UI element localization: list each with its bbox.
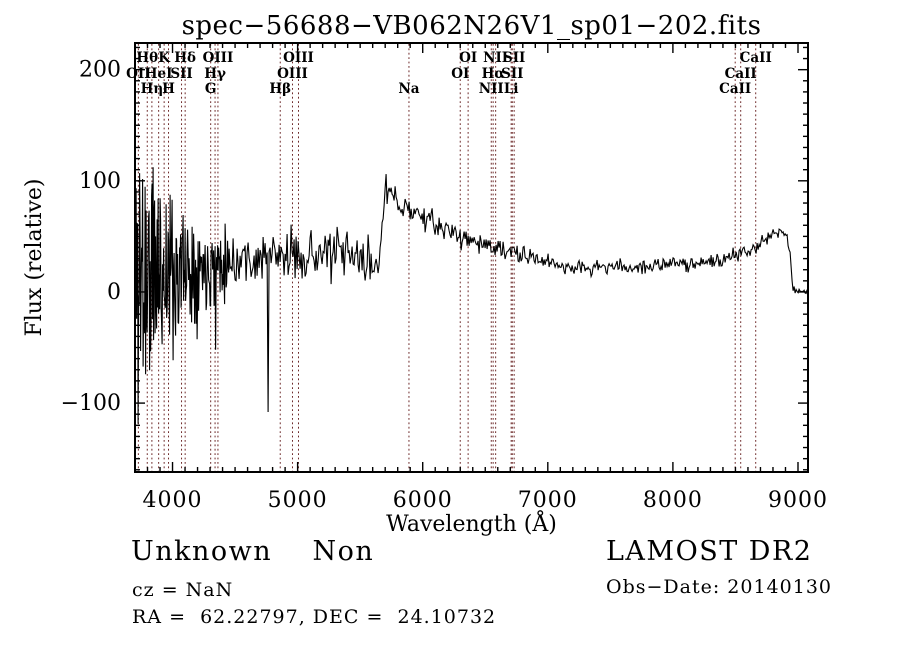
axis-titles: Wavelength (Å) Flux (relative) bbox=[22, 178, 557, 537]
svg-text:OI: OI bbox=[451, 66, 469, 82]
svg-text:Hη: Hη bbox=[141, 81, 164, 97]
classification-label: Unknown Non bbox=[131, 536, 375, 567]
svg-text:Hα: Hα bbox=[482, 66, 506, 82]
svg-text:K: K bbox=[158, 50, 171, 66]
svg-text:CaII: CaII bbox=[719, 81, 751, 97]
svg-text:Hδ: Hδ bbox=[174, 50, 196, 66]
svg-text:SII: SII bbox=[170, 66, 192, 82]
svg-text:SII: SII bbox=[503, 50, 525, 66]
svg-text:OII: OII bbox=[126, 66, 150, 82]
svg-text:Hθ: Hθ bbox=[136, 50, 158, 66]
axis-ticks bbox=[134, 43, 808, 472]
svg-text:Hβ: Hβ bbox=[269, 81, 291, 97]
svg-text:Li: Li bbox=[504, 81, 519, 97]
cz-value: cz = NaN bbox=[132, 579, 234, 601]
survey-label: LAMOST DR2 bbox=[606, 536, 813, 567]
svg-text:5000: 5000 bbox=[268, 488, 328, 513]
axes-box bbox=[134, 42, 809, 473]
svg-text:7000: 7000 bbox=[518, 488, 578, 513]
y-axis-label: Flux (relative) bbox=[22, 178, 47, 336]
svg-text:G: G bbox=[205, 81, 217, 97]
svg-text:9000: 9000 bbox=[768, 488, 828, 513]
spectrum-trace bbox=[135, 167, 808, 424]
x-axis-label: Wavelength (Å) bbox=[386, 509, 557, 537]
svg-text:OIII: OIII bbox=[203, 50, 234, 66]
svg-text:0: 0 bbox=[107, 280, 121, 305]
svg-text:OIII: OIII bbox=[283, 50, 314, 66]
spectral-line-markers bbox=[137, 44, 757, 471]
svg-text:OIII: OIII bbox=[277, 66, 308, 82]
ra-dec-coordinates: RA = 62.22797, DEC = 24.10732 bbox=[132, 606, 497, 628]
svg-text:H: H bbox=[162, 81, 175, 97]
svg-text:200: 200 bbox=[79, 58, 121, 83]
obs-date: Obs−Date: 20140130 bbox=[606, 576, 832, 598]
page-title: spec−56688−VB062N26V1_sp01−202.fits bbox=[181, 11, 762, 41]
svg-text:NII: NII bbox=[479, 81, 504, 97]
svg-text:CaII: CaII bbox=[740, 50, 772, 66]
svg-text:8000: 8000 bbox=[643, 488, 703, 513]
svg-text:Hγ: Hγ bbox=[204, 66, 226, 82]
svg-text:CaII: CaII bbox=[725, 66, 757, 82]
svg-text:6000: 6000 bbox=[393, 488, 453, 513]
svg-text:−100: −100 bbox=[61, 391, 121, 416]
svg-text:NII: NII bbox=[483, 50, 508, 66]
x-tick-labels: 4000 5000 6000 7000 8000 9000 bbox=[143, 488, 828, 513]
svg-text:HeI: HeI bbox=[145, 66, 173, 82]
svg-text:Na: Na bbox=[398, 81, 419, 97]
svg-text:OI: OI bbox=[459, 50, 477, 66]
y-tick-labels: −100 0 100 200 bbox=[61, 58, 121, 416]
svg-text:SII: SII bbox=[501, 66, 523, 82]
svg-text:4000: 4000 bbox=[143, 488, 203, 513]
svg-text:100: 100 bbox=[79, 169, 121, 194]
